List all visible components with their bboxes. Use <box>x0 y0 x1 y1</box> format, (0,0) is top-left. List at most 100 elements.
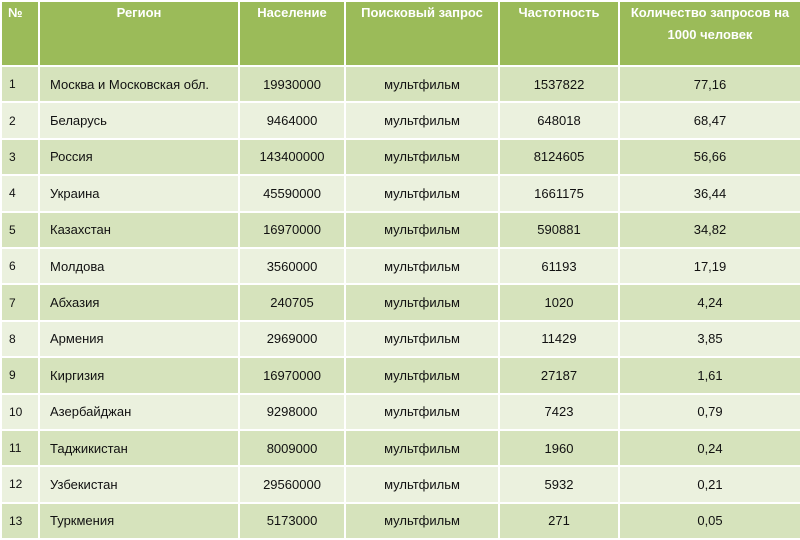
cell-frequency: 27187 <box>498 356 620 395</box>
table-row: 8 Армения 2969000 мультфильм 11429 3,85 <box>0 319 800 359</box>
cell-region: Украина <box>38 174 240 213</box>
cell-population: 2969000 <box>238 319 346 359</box>
cell-queries-per-1000: 68,47 <box>618 101 800 140</box>
table-row: 12 Узбекистан 29560000 мультфильм 5932 0,21 <box>0 465 800 504</box>
cell-search-query: мультфильм <box>344 319 500 359</box>
cell-search-query: мультфильм <box>344 246 500 286</box>
cell-frequency: 5932 <box>498 465 620 504</box>
cell-region: Узбекистан <box>38 465 240 504</box>
cell-population: 16970000 <box>238 210 346 249</box>
table-row: 7 Абхазия 240705 мультфильм 1020 4,24 <box>0 283 800 322</box>
cell-number: 7 <box>0 283 40 322</box>
header-population: Население <box>238 0 346 67</box>
cell-number: 9 <box>0 356 40 395</box>
table-row: 6 Молдова 3560000 мультфильм 61193 17,19 <box>0 246 800 286</box>
header-queries-per-1000: Количество запросов на 1000 человек <box>618 0 800 67</box>
cell-population: 9298000 <box>238 392 346 431</box>
cell-frequency: 61193 <box>498 246 620 286</box>
header-search-query: Поисковый запрос <box>344 0 500 67</box>
cell-frequency: 590881 <box>498 210 620 249</box>
cell-population: 5173000 <box>238 501 346 540</box>
cell-region: Туркмения <box>38 501 240 540</box>
table-row: 1 Москва и Московская обл. 19930000 мультфи… <box>0 64 800 104</box>
cell-frequency: 11429 <box>498 319 620 359</box>
cell-queries-per-1000: 17,19 <box>618 246 800 286</box>
cell-frequency: 1020 <box>498 283 620 322</box>
cell-number: 3 <box>0 137 40 177</box>
table-row: 11 Таджикистан 8009000 мультфильм 1960 0,24 <box>0 428 800 468</box>
cell-frequency: 1960 <box>498 428 620 468</box>
cell-number: 12 <box>0 465 40 504</box>
cell-region: Азербайджан <box>38 392 240 431</box>
cell-search-query: мультфильм <box>344 64 500 104</box>
cell-search-query: мультфильм <box>344 174 500 213</box>
cell-frequency: 7423 <box>498 392 620 431</box>
cell-queries-per-1000: 0,79 <box>618 392 800 431</box>
cell-region: Россия <box>38 137 240 177</box>
cell-frequency: 1661175 <box>498 174 620 213</box>
cell-search-query: мультфильм <box>344 137 500 177</box>
cell-region: Киргизия <box>38 356 240 395</box>
cell-population: 19930000 <box>238 64 346 104</box>
cell-search-query: мультфильм <box>344 283 500 322</box>
cell-queries-per-1000: 56,66 <box>618 137 800 177</box>
cell-search-query: мультфильм <box>344 428 500 468</box>
cell-queries-per-1000: 3,85 <box>618 319 800 359</box>
table-body: 1 Москва и Московская обл. 19930000 мультфи… <box>0 64 800 540</box>
table-row: 9 Киргизия 16970000 мультфильм 27187 1,61 <box>0 356 800 395</box>
cell-number: 13 <box>0 501 40 540</box>
cell-queries-per-1000: 0,24 <box>618 428 800 468</box>
cell-number: 2 <box>0 101 40 140</box>
cell-queries-per-1000: 4,24 <box>618 283 800 322</box>
table-row: 13 Туркмения 5173000 мультфильм 271 0,05 <box>0 501 800 540</box>
cell-search-query: мультфильм <box>344 356 500 395</box>
cell-region: Казахстан <box>38 210 240 249</box>
cell-region: Абхазия <box>38 283 240 322</box>
header-row: № Регион Население Поисковый запрос Част… <box>0 0 800 67</box>
cell-frequency: 8124605 <box>498 137 620 177</box>
cell-queries-per-1000: 36,44 <box>618 174 800 213</box>
header-frequency: Частотность <box>498 0 620 67</box>
cell-frequency: 648018 <box>498 101 620 140</box>
cell-number: 5 <box>0 210 40 249</box>
header-region: Регион <box>38 0 240 67</box>
cell-region: Москва и Московская обл. <box>38 64 240 104</box>
cell-queries-per-1000: 34,82 <box>618 210 800 249</box>
table-row: 10 Азербайджан 9298000 мультфильм 7423 0,79 <box>0 392 800 431</box>
cell-population: 16970000 <box>238 356 346 395</box>
cell-population: 45590000 <box>238 174 346 213</box>
cell-region: Таджикистан <box>38 428 240 468</box>
cell-frequency: 271 <box>498 501 620 540</box>
cell-queries-per-1000: 0,05 <box>618 501 800 540</box>
cell-population: 8009000 <box>238 428 346 468</box>
cell-number: 8 <box>0 319 40 359</box>
cell-queries-per-1000: 77,16 <box>618 64 800 104</box>
cell-region: Молдова <box>38 246 240 286</box>
table-row: 3 Россия 143400000 мультфильм 8124605 56,66 <box>0 137 800 177</box>
table-row: 4 Украина 45590000 мультфильм 1661175 36,44 <box>0 174 800 213</box>
cell-population: 240705 <box>238 283 346 322</box>
cell-search-query: мультфильм <box>344 392 500 431</box>
cell-population: 9464000 <box>238 101 346 140</box>
cell-number: 4 <box>0 174 40 213</box>
table-row: 2 Беларусь 9464000 мультфильм 648018 68,47 <box>0 101 800 140</box>
cell-population: 29560000 <box>238 465 346 504</box>
cell-region: Армения <box>38 319 240 359</box>
cell-number: 6 <box>0 246 40 286</box>
header-number: № <box>0 0 40 67</box>
cell-search-query: мультфильм <box>344 501 500 540</box>
cell-number: 11 <box>0 428 40 468</box>
cell-search-query: мультфильм <box>344 210 500 249</box>
cell-queries-per-1000: 1,61 <box>618 356 800 395</box>
cell-search-query: мультфильм <box>344 465 500 504</box>
cell-region: Беларусь <box>38 101 240 140</box>
cell-queries-per-1000: 0,21 <box>618 465 800 504</box>
cell-frequency: 1537822 <box>498 64 620 104</box>
table-row: 5 Казахстан 16970000 мультфильм 590881 34,82 <box>0 210 800 249</box>
cell-search-query: мультфильм <box>344 101 500 140</box>
table-header: № Регион Население Поисковый запрос Част… <box>0 0 800 67</box>
cell-population: 143400000 <box>238 137 346 177</box>
cell-number: 1 <box>0 64 40 104</box>
cell-population: 3560000 <box>238 246 346 286</box>
